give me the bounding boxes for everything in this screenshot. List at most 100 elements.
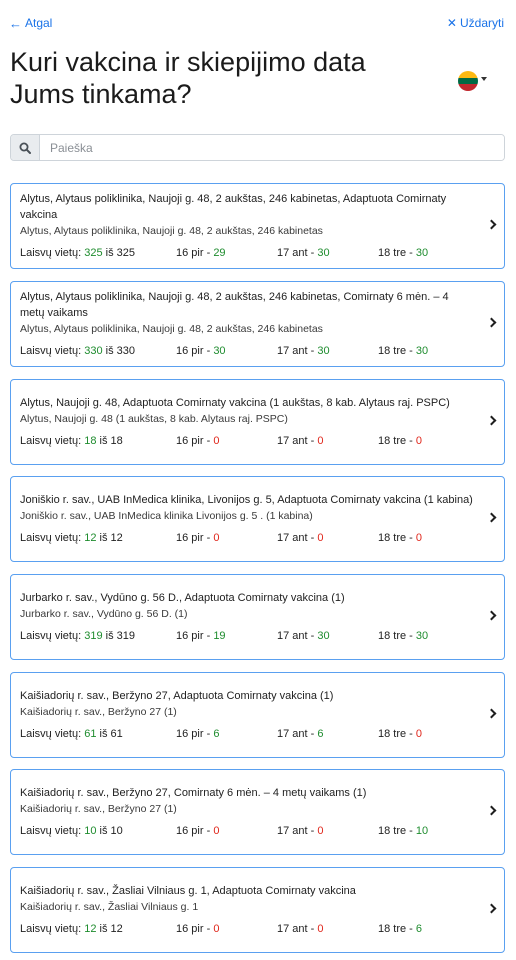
- slot-card[interactable]: Alytus, Naujoji g. 48, Adaptuota Comirna…: [10, 379, 505, 465]
- flag-stripe-green: [458, 77, 478, 85]
- day-label: 18 tre -: [378, 532, 413, 544]
- available-free-count: 330: [84, 345, 103, 357]
- day-label: 16 pir -: [176, 825, 211, 837]
- day-availability: 17 ant - 30: [277, 628, 330, 644]
- search-input[interactable]: [40, 135, 504, 160]
- day-label: 16 pir -: [176, 345, 211, 357]
- day-availability: 16 pir - 6: [176, 726, 219, 742]
- day-availability: 18 tre - 0: [378, 530, 422, 546]
- caret-down-icon: [481, 77, 487, 81]
- day-availability: 16 pir - 0: [176, 921, 219, 937]
- slot-card-body: Jurbarko r. sav., Vydūno g. 56 D., Adapt…: [20, 575, 476, 659]
- day-label: 17 ant -: [277, 728, 315, 740]
- slot-card[interactable]: Kaišiadorių r. sav., Beržyno 27, Comirna…: [10, 769, 505, 855]
- close-link[interactable]: ✕ Uždaryti: [447, 16, 504, 30]
- slot-card[interactable]: Jurbarko r. sav., Vydūno g. 56 D., Adapt…: [10, 574, 505, 660]
- day-count: 0: [213, 825, 220, 837]
- day-availability: 17 ant - 30: [277, 245, 330, 261]
- slot-card[interactable]: Kaišiadorių r. sav., Beržyno 27, Adaptuo…: [10, 672, 505, 758]
- available-label: Laisvų vietų:: [20, 532, 82, 544]
- day-availability: 17 ant - 0: [277, 433, 324, 449]
- slot-card[interactable]: Kaišiadorių r. sav., Žasliai Vilniaus g.…: [10, 867, 505, 953]
- available-free-count: 12: [84, 532, 97, 544]
- available-total-count: 12: [110, 923, 123, 935]
- day-count: 0: [317, 435, 324, 447]
- available-of-word: iš: [99, 825, 108, 837]
- available-free-count: 12: [84, 923, 97, 935]
- day-label: 18 tre -: [378, 630, 413, 642]
- slot-card-body: Alytus, Alytaus poliklinika, Naujoji g. …: [20, 184, 476, 268]
- slot-card-body: Kaišiadorių r. sav., Beržyno 27, Adaptuo…: [20, 673, 476, 757]
- day-availability: 16 pir - 29: [176, 245, 226, 261]
- day-availability: 18 tre - 10: [378, 823, 428, 839]
- available-of-word: iš: [99, 923, 108, 935]
- day-count: 30: [415, 247, 429, 259]
- search-icon: [19, 142, 31, 154]
- day-count: 0: [415, 435, 423, 447]
- slot-card-title: Kaišiadorių r. sav., Beržyno 27, Comirna…: [20, 787, 367, 799]
- slot-card-body: Joniškio r. sav., UAB InMedica klinika, …: [20, 477, 476, 561]
- day-label: 17 ant -: [277, 247, 315, 259]
- day-count: 0: [317, 923, 324, 935]
- day-label: 17 ant -: [277, 345, 315, 357]
- available-of-word: iš: [105, 345, 114, 357]
- slot-card-stats: Laisvų vietų: 330 iš 330 16 pir - 30 17 an…: [20, 343, 476, 359]
- day-count: 29: [213, 247, 226, 259]
- available-free-count: 10: [84, 825, 97, 837]
- day-count: 0: [415, 532, 423, 544]
- flag-stripe-red: [458, 84, 478, 91]
- available-label: Laisvų vietų:: [20, 825, 82, 837]
- day-label: 16 pir -: [176, 435, 211, 447]
- chevron-right-icon: [486, 219, 497, 230]
- available-label: Laisvų vietų:: [20, 345, 82, 357]
- available-total-count: 10: [110, 825, 123, 837]
- search-addon: [11, 135, 40, 160]
- available-places: Laisvų vietų: 319 iš 319: [20, 628, 135, 644]
- language-selector[interactable]: [458, 71, 487, 91]
- day-label: 17 ant -: [277, 923, 315, 935]
- day-availability: 17 ant - 0: [277, 921, 324, 937]
- available-places: Laisvų vietų: 61 iš 61: [20, 726, 123, 742]
- slot-card[interactable]: Alytus, Alytaus poliklinika, Naujoji g. …: [10, 281, 505, 367]
- day-count: 10: [415, 825, 429, 837]
- day-count: 19: [213, 630, 226, 642]
- available-of-word: iš: [105, 630, 114, 642]
- slot-card-stats: Laisvų vietų: 10 iš 10 16 pir - 0 17 ant -…: [20, 823, 476, 839]
- available-free-count: 18: [84, 435, 97, 447]
- slot-card-stats: Laisvų vietų: 12 iš 12 16 pir - 0 17 ant -…: [20, 921, 476, 937]
- page-title: Kuri vakcina ir skiepijimo data Jums tin…: [10, 47, 366, 109]
- day-count: 30: [317, 345, 330, 357]
- slot-card-stats: Laisvų vietų: 319 iš 319 16 pir - 19 17 an…: [20, 628, 476, 644]
- day-label: 17 ant -: [277, 435, 315, 447]
- slot-card-title: Jurbarko r. sav., Vydūno g. 56 D., Adapt…: [20, 592, 345, 604]
- day-availability: 16 pir - 19: [176, 628, 226, 644]
- slot-card-stats: Laisvų vietų: 325 iš 325 16 pir - 29 17 an…: [20, 245, 476, 261]
- day-count: 30: [317, 630, 330, 642]
- day-label: 17 ant -: [277, 825, 315, 837]
- slot-card[interactable]: Alytus, Alytaus poliklinika, Naujoji g. …: [10, 183, 505, 269]
- chevron-right-icon: [486, 610, 497, 621]
- available-places: Laisvų vietų: 12 iš 12: [20, 530, 123, 546]
- slot-card-address: Alytus, Alytaus poliklinika, Naujoji g. …: [20, 323, 323, 335]
- slot-card-address: Kaišiadorių r. sav., Beržyno 27 (1): [20, 803, 177, 815]
- slot-card[interactable]: Joniškio r. sav., UAB InMedica klinika, …: [10, 476, 505, 562]
- day-count: 0: [213, 435, 220, 447]
- slot-card-address: Alytus, Naujoji g. 48 (1 aukštas, 8 kab.…: [20, 413, 288, 425]
- available-of-word: iš: [99, 435, 108, 447]
- chevron-right-icon: [486, 805, 497, 816]
- back-link[interactable]: ← Atgal: [9, 16, 52, 30]
- day-count: 6: [213, 728, 220, 740]
- flag-lithuania-icon: [458, 71, 478, 91]
- day-count: 30: [213, 345, 226, 357]
- available-free-count: 319: [84, 630, 103, 642]
- flag-stripe-yellow: [458, 71, 478, 78]
- slot-card-address: Alytus, Alytaus poliklinika, Naujoji g. …: [20, 225, 323, 237]
- day-availability: 18 tre - 0: [378, 433, 422, 449]
- slot-card-address: Jurbarko r. sav., Vydūno g. 56 D. (1): [20, 608, 188, 620]
- available-label: Laisvų vietų:: [20, 247, 82, 259]
- chevron-right-icon: [486, 317, 497, 328]
- day-availability: 17 ant - 6: [277, 726, 324, 742]
- top-bar: ← Atgal ✕ Uždaryti: [0, 0, 516, 40]
- day-label: 16 pir -: [176, 728, 211, 740]
- available-free-count: 61: [84, 728, 97, 740]
